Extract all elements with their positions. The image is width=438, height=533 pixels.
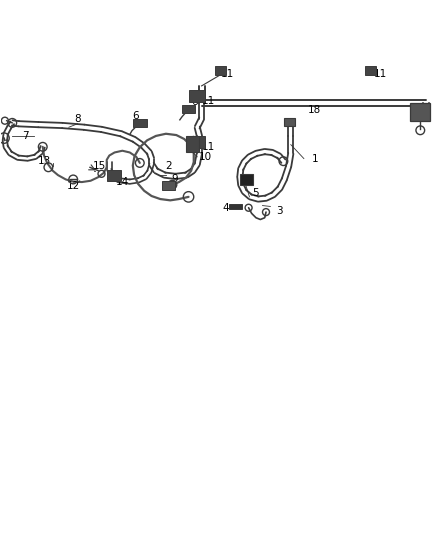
Text: 6: 6 [191, 97, 198, 107]
Text: 11: 11 [221, 69, 234, 79]
Text: 2: 2 [166, 161, 172, 172]
Text: 6: 6 [132, 111, 139, 122]
Bar [229, 204, 242, 208]
Bar [182, 104, 195, 114]
Text: 9: 9 [171, 174, 178, 184]
Bar [188, 136, 205, 148]
Text: 1: 1 [311, 154, 318, 164]
Text: 4: 4 [222, 203, 229, 213]
Bar [162, 181, 176, 190]
Text: 7: 7 [22, 131, 28, 141]
Text: 18: 18 [308, 105, 321, 115]
Text: 3: 3 [276, 206, 283, 216]
Text: 15: 15 [93, 161, 106, 172]
Text: 8: 8 [74, 114, 81, 124]
Bar [240, 174, 253, 184]
Bar [188, 91, 205, 102]
Text: 11: 11 [201, 142, 215, 152]
Text: 11: 11 [201, 96, 215, 106]
Bar [133, 118, 147, 127]
Bar [410, 103, 430, 120]
Text: 12: 12 [67, 181, 80, 191]
Bar [186, 136, 199, 152]
Text: 10: 10 [198, 152, 212, 162]
Bar [284, 118, 295, 126]
Bar [365, 66, 376, 75]
Bar [107, 171, 121, 181]
Bar [215, 66, 226, 75]
Text: 11: 11 [374, 69, 387, 79]
Text: 14: 14 [116, 176, 129, 187]
Text: 13: 13 [38, 156, 52, 166]
Text: 5: 5 [253, 188, 259, 198]
